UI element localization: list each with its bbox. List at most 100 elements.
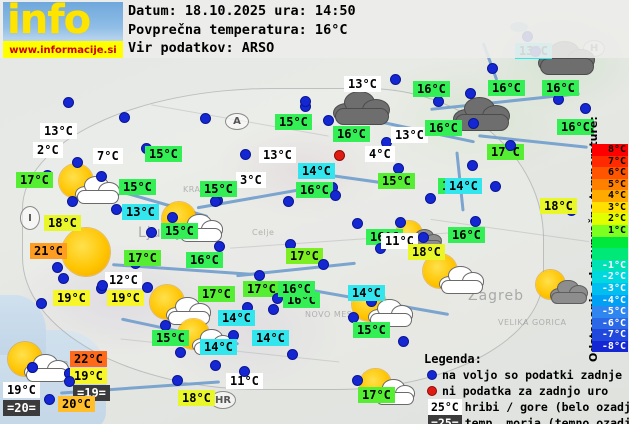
- temperature-chip[interactable]: 13°C: [40, 123, 77, 139]
- temperature-chip[interactable]: 20°C: [58, 396, 95, 412]
- station-dot[interactable]: [146, 227, 157, 238]
- temperature-chip[interactable]: 16°C: [278, 281, 315, 297]
- temperature-chip[interactable]: 4°C: [365, 146, 395, 162]
- temperature-chip[interactable]: 15°C: [145, 146, 182, 162]
- station-dot[interactable]: [490, 181, 501, 192]
- temperature-chip[interactable]: 7°C: [93, 148, 123, 164]
- station-dot[interactable]: [580, 103, 591, 114]
- station-dot[interactable]: [111, 204, 122, 215]
- temperature-chip[interactable]: 16°C: [448, 227, 485, 243]
- station-dot[interactable]: [352, 218, 363, 229]
- station-dot[interactable]: [390, 74, 401, 85]
- temperature-chip[interactable]: 15°C: [275, 114, 312, 130]
- temperature-chip[interactable]: 17°C: [16, 172, 53, 188]
- station-dot[interactable]: [398, 336, 409, 347]
- station-dot[interactable]: [505, 140, 516, 151]
- temperature-chip[interactable]: 16°C: [488, 80, 525, 96]
- temperature-chip[interactable]: 15°C: [161, 223, 198, 239]
- temperature-chip[interactable]: 17°C: [286, 248, 323, 264]
- temperature-chip[interactable]: 14°C: [348, 285, 385, 301]
- station-dot[interactable]: [119, 112, 130, 123]
- station-dot[interactable]: [52, 262, 63, 273]
- station-dot[interactable]: [96, 171, 107, 182]
- temperature-chip[interactable]: 14°C: [298, 163, 335, 179]
- station-dot-no-data[interactable]: [334, 150, 345, 161]
- station-dot[interactable]: [323, 115, 334, 126]
- temperature-chip[interactable]: 19°C: [3, 382, 40, 398]
- station-dot[interactable]: [318, 259, 329, 270]
- temperature-chip[interactable]: 15°C: [200, 181, 237, 197]
- station-dot[interactable]: [467, 160, 478, 171]
- station-dot[interactable]: [300, 96, 311, 107]
- temperature-chip[interactable]: 12°C: [105, 272, 142, 288]
- temperature-chip[interactable]: 14°C: [218, 310, 255, 326]
- temperature-chip[interactable]: 16°C: [413, 81, 450, 97]
- temperature-chip[interactable]: 16°C: [542, 80, 579, 96]
- station-dot[interactable]: [210, 196, 221, 207]
- temperature-chip[interactable]: 15°C: [119, 179, 156, 195]
- temperature-chip[interactable]: 14°C: [200, 339, 237, 355]
- station-dot[interactable]: [418, 232, 429, 243]
- temperature-chip[interactable]: 18°C: [44, 215, 81, 231]
- temperature-chip[interactable]: 2°C: [33, 142, 63, 158]
- temperature-chip[interactable]: 19°C: [53, 290, 90, 306]
- station-dot[interactable]: [433, 96, 444, 107]
- station-dot[interactable]: [425, 193, 436, 204]
- temperature-chip[interactable]: 16°C: [186, 252, 223, 268]
- temperature-chip[interactable]: 17°C: [124, 250, 161, 266]
- temperature-chip[interactable]: 13°C: [344, 76, 381, 92]
- temperature-chip[interactable]: 15°C: [378, 173, 415, 189]
- station-dot[interactable]: [36, 298, 47, 309]
- station-dot[interactable]: [27, 362, 38, 373]
- temperature-chip[interactable]: 17°C: [243, 281, 280, 297]
- temperature-chip[interactable]: 14°C: [445, 178, 482, 194]
- temperature-chip[interactable]: 3°C: [236, 172, 266, 188]
- temperature-chip[interactable]: 18°C: [408, 244, 445, 260]
- temperature-chip[interactable]: 16°C: [425, 120, 462, 136]
- station-dot[interactable]: [200, 113, 211, 124]
- temperature-chip[interactable]: 14°C: [252, 330, 289, 346]
- station-dot[interactable]: [97, 280, 108, 291]
- station-dot[interactable]: [63, 97, 74, 108]
- station-dot[interactable]: [58, 273, 69, 284]
- station-dot[interactable]: [214, 241, 225, 252]
- station-dot[interactable]: [395, 217, 406, 228]
- temperature-chip[interactable]: 13°C: [259, 147, 296, 163]
- temperature-chip[interactable]: 19°C: [70, 368, 107, 384]
- station-dot[interactable]: [352, 375, 363, 386]
- station-dot[interactable]: [254, 270, 265, 281]
- station-dot[interactable]: [167, 212, 178, 223]
- station-dot[interactable]: [240, 149, 251, 160]
- station-dot[interactable]: [465, 88, 476, 99]
- temperature-chip[interactable]: 11°C: [226, 373, 263, 389]
- temperature-chip[interactable]: 18°C: [540, 198, 577, 214]
- station-dot[interactable]: [487, 63, 498, 74]
- temperature-chip[interactable]: 18°C: [178, 390, 215, 406]
- station-dot[interactable]: [67, 196, 78, 207]
- sea-temperature-chip[interactable]: =20=: [3, 400, 40, 416]
- station-dot[interactable]: [239, 366, 250, 377]
- station-dot[interactable]: [172, 375, 183, 386]
- temperature-chip[interactable]: 17°C: [198, 286, 235, 302]
- station-dot[interactable]: [287, 349, 298, 360]
- station-dot[interactable]: [468, 118, 479, 129]
- temperature-chip[interactable]: 13°C: [122, 204, 159, 220]
- temperature-chip[interactable]: 16°C: [557, 119, 594, 135]
- temperature-chip[interactable]: 17°C: [358, 387, 395, 403]
- station-dot[interactable]: [268, 304, 279, 315]
- station-dot[interactable]: [44, 394, 55, 405]
- station-dot[interactable]: [175, 347, 186, 358]
- temperature-chip[interactable]: 13°C: [391, 127, 428, 143]
- temperature-chip[interactable]: 15°C: [152, 330, 189, 346]
- station-dot[interactable]: [64, 376, 75, 387]
- temperature-chip[interactable]: 21°C: [30, 243, 67, 259]
- station-dot[interactable]: [283, 196, 294, 207]
- temperature-chip[interactable]: 15°C: [353, 322, 390, 338]
- site-logo[interactable]: info www.informacije.si: [3, 2, 123, 58]
- temperature-chip[interactable]: 16°C: [296, 182, 333, 198]
- station-dot[interactable]: [142, 282, 153, 293]
- temperature-chip[interactable]: 19°C: [107, 290, 144, 306]
- station-dot[interactable]: [272, 293, 283, 304]
- station-dot[interactable]: [470, 216, 481, 227]
- station-dot[interactable]: [210, 360, 221, 371]
